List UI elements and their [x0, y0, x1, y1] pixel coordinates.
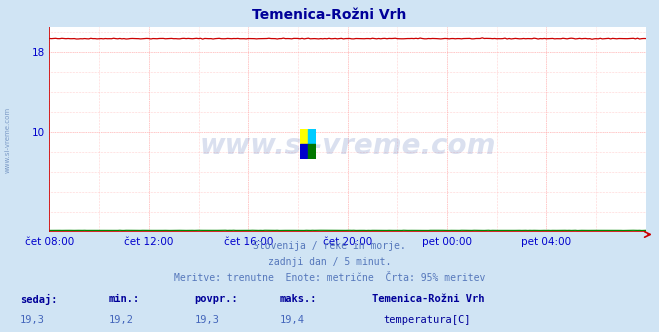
Bar: [300, 144, 308, 159]
Text: zadnji dan / 5 minut.: zadnji dan / 5 minut.: [268, 257, 391, 267]
Text: 19,3: 19,3: [194, 315, 219, 325]
Text: min.:: min.:: [109, 294, 140, 304]
Text: 19,3: 19,3: [20, 315, 45, 325]
Bar: [308, 144, 316, 159]
Text: 19,4: 19,4: [280, 315, 305, 325]
Bar: [300, 129, 308, 144]
Text: Slovenija / reke in morje.: Slovenija / reke in morje.: [253, 241, 406, 251]
Text: Meritve: trenutne  Enote: metrične  Črta: 95% meritev: Meritve: trenutne Enote: metrične Črta: …: [174, 273, 485, 283]
Text: www.si-vreme.com: www.si-vreme.com: [200, 132, 496, 160]
Bar: [308, 129, 316, 144]
Text: Temenica-Rožni Vrh: Temenica-Rožni Vrh: [252, 8, 407, 22]
Text: maks.:: maks.:: [280, 294, 318, 304]
Text: temperatura[C]: temperatura[C]: [384, 315, 471, 325]
Text: povpr.:: povpr.:: [194, 294, 238, 304]
Text: Temenica-Rožni Vrh: Temenica-Rožni Vrh: [372, 294, 485, 304]
Text: 19,2: 19,2: [109, 315, 134, 325]
Text: sedaj:: sedaj:: [20, 294, 57, 305]
Text: www.si-vreme.com: www.si-vreme.com: [5, 106, 11, 173]
